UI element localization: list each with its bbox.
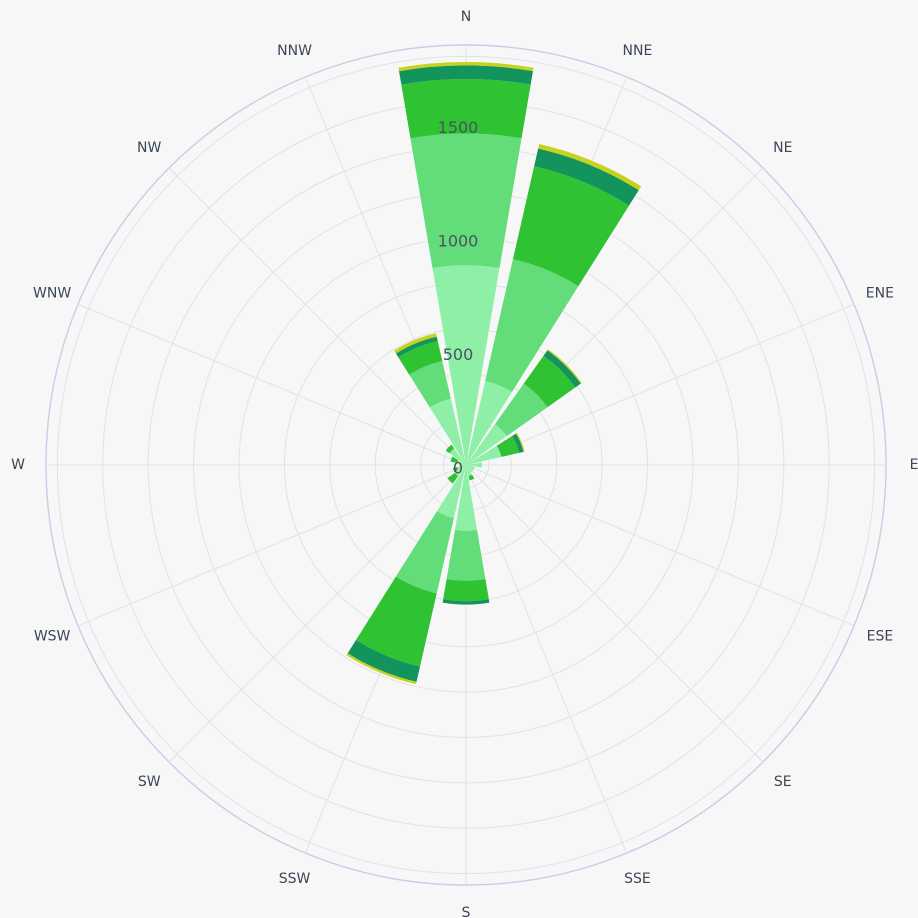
wedge-n-band-2: [410, 133, 522, 269]
direction-label-se: SE: [774, 774, 792, 790]
wedge-nnw-band-2: [409, 360, 451, 408]
radial-tick-1500: 1500: [438, 118, 479, 137]
wedge-wnw-band-1: [457, 460, 466, 465]
direction-label-nnw: NNW: [277, 43, 312, 59]
wedge-nne-band-1: [466, 380, 512, 465]
direction-label-ene: ENE: [866, 286, 894, 302]
wedge-nw-band-1: [449, 448, 466, 465]
wedge-ne-band-3: [523, 355, 576, 408]
wedge-ese-band-1: [466, 465, 475, 470]
wedge-nnw-band-4: [395, 336, 438, 358]
grid-spoke: [168, 167, 467, 466]
wedge-s-band-4: [442, 599, 490, 605]
direction-labels: N NNE NE ENE E ESE SE SSE S SSW SW WSW W WNW NW NNW: [11, 9, 918, 918]
direction-label-nne: NNE: [623, 43, 653, 59]
radial-tick-1000: 1000: [438, 231, 479, 250]
wedge-ene-band-1: [466, 445, 502, 465]
wedge-sw-band-1: [454, 465, 466, 477]
wedge-s-band-3: [443, 579, 489, 602]
wedge-nne-band-3: [512, 166, 630, 287]
direction-label-sse: SSE: [624, 871, 651, 887]
wedge-n-band-1: [432, 265, 500, 465]
direction-label-wsw: WSW: [34, 628, 71, 644]
wedge-sw-band-3: [447, 472, 459, 484]
wedge-ssw-band-3: [356, 576, 437, 667]
grid-spoke: [465, 464, 764, 763]
wedge-sse-band-3: [468, 474, 475, 481]
wedge-ene-band-5: [515, 432, 525, 452]
direction-label-ne: NE: [773, 140, 792, 156]
direction-label-e: E: [910, 457, 918, 473]
wedge-w-band-1: [459, 463, 466, 467]
wedge-sse-band-1: [466, 465, 473, 477]
direction-label-s: S: [462, 905, 471, 918]
direction-label-nw: NW: [137, 140, 161, 156]
wedge-ssw-band-5: [346, 653, 417, 685]
wedge-ssw-band-2: [395, 511, 454, 594]
wedge-n-band-3: [401, 79, 531, 139]
wedge-ene-band-4: [512, 433, 524, 453]
wedge-ene-band-3: [496, 436, 520, 457]
wedge-ssw-band-1: [437, 465, 466, 519]
wedge-nne-band-2: [485, 259, 579, 392]
wedge-n-band-5: [398, 62, 534, 72]
radial-tick-labels: 0 500 1000 1500: [438, 118, 479, 478]
radial-tick-500: 500: [443, 345, 474, 364]
wedge-s-band-2: [446, 529, 486, 581]
wedge-wsw-band-1: [457, 465, 466, 470]
wedge-wsw-band-3: [452, 467, 459, 473]
wedge-ne-band-2: [494, 383, 548, 437]
grid-spoke: [77, 303, 467, 466]
wedge-wnw-band-3: [450, 456, 459, 463]
wedge-ne-band-4: [543, 350, 581, 388]
wedge-nw-band-3: [445, 444, 455, 454]
direction-label-w: W: [11, 457, 25, 473]
wedge-s-band-1: [454, 465, 478, 531]
grid-spoke: [77, 464, 467, 627]
wedge-nne-band-5: [538, 144, 642, 191]
wedge-ne-band-5: [547, 349, 582, 384]
direction-label-sw: SW: [138, 774, 161, 790]
grid-spoke: [465, 464, 855, 627]
radial-tick-0: 0: [453, 459, 463, 478]
wedge-nnw-band-3: [398, 341, 443, 375]
wedge-nnw-band-1: [429, 398, 466, 465]
wedge-e-band-1: [466, 462, 482, 468]
wedge-ssw-band-4: [347, 639, 421, 682]
direction-label-n: N: [461, 9, 471, 25]
grid-spoke: [465, 464, 628, 854]
direction-label-wnw: WNW: [33, 286, 71, 302]
wedges: [346, 62, 642, 685]
wedge-nne-band-4: [534, 148, 639, 206]
direction-label-ssw: SSW: [279, 871, 311, 887]
wedge-nnw-band-5: [394, 333, 437, 354]
grid-spoke: [168, 464, 467, 763]
wedge-n-band-4: [399, 65, 533, 85]
direction-label-ese: ESE: [867, 628, 894, 644]
wedge-ne-band-1: [466, 424, 507, 465]
grid-spoke: [465, 303, 855, 466]
wedge-se-band-1: [466, 465, 474, 473]
